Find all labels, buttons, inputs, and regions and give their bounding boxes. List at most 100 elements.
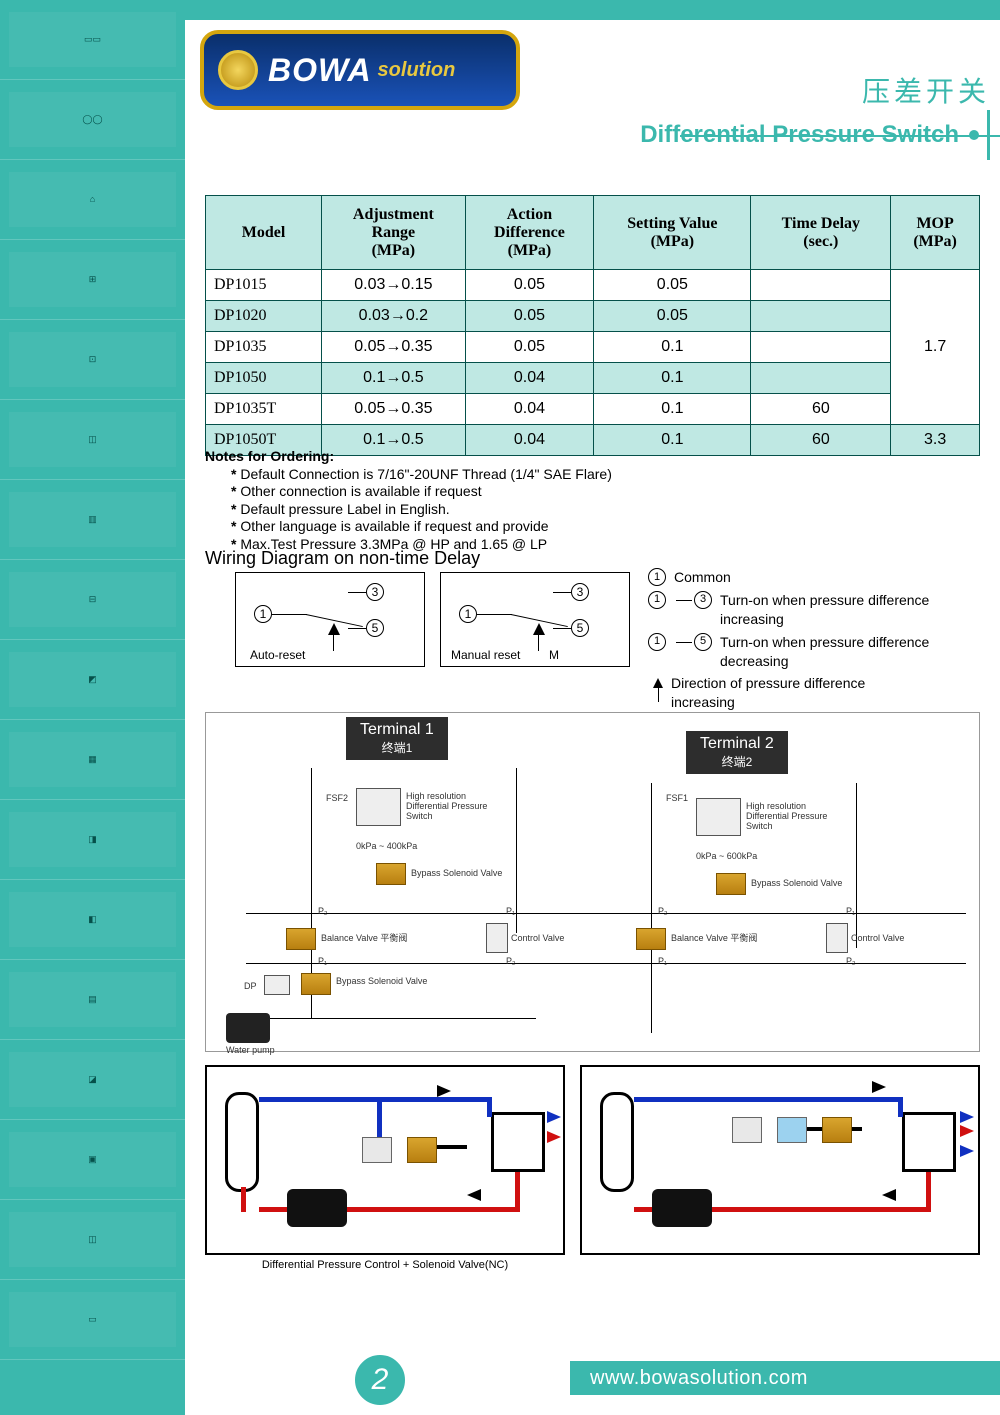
arrow-right-icon <box>960 1111 974 1123</box>
sidebar-illus-5: ⊡ <box>0 320 185 400</box>
manual-m-label: M <box>549 648 559 662</box>
dp-switch-1 <box>356 788 401 826</box>
wiring-title: Wiring Diagram on non-time Delay <box>205 548 480 569</box>
note-item: Other language is available if request a… <box>231 518 612 536</box>
arrow-left-icon <box>882 1189 896 1201</box>
title-chinese: 压差开关 <box>640 70 990 110</box>
arrow-up-icon <box>653 678 663 688</box>
th-model: Model <box>206 196 322 270</box>
th-mop: MOP(MPa) <box>891 196 980 270</box>
sidebar-illus-13: ▤ <box>0 960 185 1040</box>
p1-label: P₁ <box>846 906 855 916</box>
arrow-up-icon <box>328 623 340 635</box>
sidebar-illus-15: ▣ <box>0 1120 185 1200</box>
arrow-up-icon <box>533 623 545 635</box>
bypass-valve-main <box>301 973 331 995</box>
bypass-label: Bypass Solenoid Valve <box>751 878 842 888</box>
legend-mark: 5 <box>694 633 712 651</box>
sidebar-illus-16: ◫ <box>0 1200 185 1280</box>
heat-exchanger-icon <box>902 1112 956 1172</box>
solenoid-valve-1 <box>376 863 406 885</box>
legend-text: Direction of pressure difference increas… <box>671 674 901 712</box>
p2-label: P₂ <box>846 956 856 966</box>
flow-diagram-1: Differential Pressure Control + Solenoid… <box>205 1065 565 1255</box>
control-label: Control Valve <box>851 933 904 943</box>
range-2: 0kPa ~ 600kPa <box>696 851 757 861</box>
terminal-3: 3 <box>571 583 589 601</box>
terminal-1: 1 <box>459 605 477 623</box>
flow-diagram-2 <box>580 1065 980 1255</box>
pump-icon <box>287 1189 347 1227</box>
balance-label: Balance Valve 平衡阀 <box>671 931 757 944</box>
system-diagram: Terminal 1终端1 Terminal 2终端2 FSF2 FSF1 Hi… <box>205 712 980 1052</box>
balance-valve-1 <box>286 928 316 950</box>
dp-device <box>264 975 290 995</box>
dp-switch-icon <box>732 1117 762 1143</box>
sidebar-illus-8: ⊟ <box>0 560 185 640</box>
arrow-right-icon <box>960 1125 974 1137</box>
th-diff: ActionDifference(MPa) <box>465 196 594 270</box>
table-row: DP10500.1→0.50.040.1 <box>206 363 980 394</box>
control-valve-1 <box>486 923 508 953</box>
page-title-block: 压差开关 Differential Pressure Switch <box>640 70 990 160</box>
notes-title: Notes for Ordering: <box>205 448 612 466</box>
balance-label: Balance Valve 平衡阀 <box>321 931 407 944</box>
note-item: Default pressure Label in English. <box>231 501 612 519</box>
fsf2-label: FSF2 <box>326 793 348 803</box>
mop-last: 3.3 <box>891 425 980 456</box>
brand-logo: BOWA solution <box>200 30 520 110</box>
sidebar-illus-1: ▭▭ <box>0 0 185 80</box>
sidebar-illus-4: ⊞ <box>0 240 185 320</box>
mop-merged: 1.7 <box>891 270 980 425</box>
control-label: Control Valve <box>511 933 564 943</box>
sidebar-illus-6: ◫ <box>0 400 185 480</box>
top-stripe <box>185 0 1000 20</box>
title-underline <box>680 135 1000 137</box>
auto-reset-label: Auto-reset <box>250 648 305 662</box>
th-range: AdjustmentRange(MPa) <box>322 196 465 270</box>
dp-switch-icon <box>362 1137 392 1163</box>
arrow-right-icon <box>437 1085 451 1097</box>
arrow-right-icon <box>547 1131 561 1143</box>
note-item: Default Connection is 7/16"-20UNF Thread… <box>231 466 612 484</box>
wiring-legend: 1Common 13Turn-on when pressure differen… <box>648 568 950 716</box>
spec-table: Model AdjustmentRange(MPa) ActionDiffere… <box>205 195 980 456</box>
wiring-box-manual: 1 3 5 Manual reset M <box>440 572 630 667</box>
p2-label: P₂ <box>658 906 668 916</box>
terminal-1: 1 <box>254 605 272 623</box>
legend-mark: 3 <box>694 591 712 609</box>
arrow-left-icon <box>467 1189 481 1201</box>
legend-mark: 1 <box>648 633 666 651</box>
pump-label: Water pump <box>226 1045 275 1055</box>
tank-icon <box>225 1092 259 1192</box>
medal-icon <box>218 50 258 90</box>
solenoid-valve-2 <box>716 873 746 895</box>
page-number: 2 <box>355 1355 405 1405</box>
flow-caption: Differential Pressure Control + Solenoid… <box>207 1259 563 1271</box>
legend-mark: 1 <box>648 591 666 609</box>
sidebar-illus-10: ▦ <box>0 720 185 800</box>
terminal-5: 5 <box>571 619 589 637</box>
ordering-notes: Notes for Ordering: Default Connection i… <box>205 448 612 553</box>
pump-icon <box>652 1189 712 1227</box>
sidebar-illus-12: ◧ <box>0 880 185 960</box>
water-pump <box>226 1013 270 1043</box>
p1-label: P₁ <box>658 956 667 966</box>
sidebar: ▭▭ ◯◯ ⌂ ⊞ ⊡ ◫ ▥ ⊟ ◩ ▦ ◨ ◧ ▤ ◪ ▣ ◫ ▭ <box>0 0 185 1415</box>
sidebar-illus-9: ◩ <box>0 640 185 720</box>
control-valve-2 <box>826 923 848 953</box>
p1-label: P₁ <box>318 956 327 966</box>
th-setting: Setting Value(MPa) <box>594 196 751 270</box>
sensor-icon <box>777 1117 807 1143</box>
legend-text: Common <box>674 568 731 587</box>
note-item: Other connection is available if request <box>231 483 612 501</box>
dp-switch-2 <box>696 798 741 836</box>
p1-label: P₂ <box>506 956 516 966</box>
range-1: 0kPa ~ 400kPa <box>356 841 417 851</box>
th-delay: Time Delay(sec.) <box>751 196 891 270</box>
arrow-right-icon <box>547 1111 561 1123</box>
tank-icon <box>600 1092 634 1192</box>
brand-main: BOWA <box>268 52 372 89</box>
sidebar-illus-11: ◨ <box>0 800 185 880</box>
terminal-5: 5 <box>366 619 384 637</box>
